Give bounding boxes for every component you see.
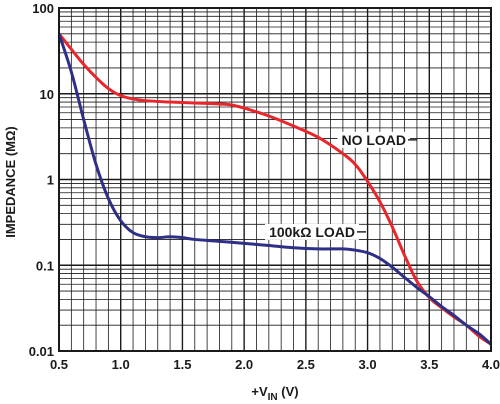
series-annotation: 100kΩ LOAD [265,223,366,240]
x-axis-label-sub: IN [268,392,278,403]
grid [59,8,491,351]
annotations: NO LOAD 100kΩ LOAD [265,131,418,240]
x-tick-label: 4.0 [482,357,500,372]
x-axis-label-main: +V [251,384,268,399]
y-tick-label: 1 [47,173,54,188]
x-axis-label-unit: (V) [278,384,299,399]
annotation-background [265,223,359,240]
x-tick-label: 1.5 [173,357,191,372]
series-line-no-load [59,32,491,346]
y-tick-label: 0.01 [29,344,54,359]
series-group [59,32,491,346]
x-axis-label: +VIN (V) [251,384,298,403]
y-tick-label: 0.1 [36,258,54,273]
plot-frame [58,7,492,352]
annotation-background [337,131,411,148]
tick-labels: 0.5 1.0 1.5 2.0 2.5 3.0 3.5 4.0 0.01 0.1 1 10 100 [29,1,500,372]
y-tick-label: 10 [40,87,54,102]
y-axis-label: IMPEDANCE (MΩ) [3,126,18,238]
x-tick-label: 3.0 [359,357,377,372]
x-tick-label: 3.5 [420,357,438,372]
x-tick-label: 2.5 [297,357,315,372]
x-tick-label: 0.5 [50,357,68,372]
series-line-100k-load [59,32,491,346]
series-annotation: NO LOAD [337,131,418,148]
100k-load-label: 100kΩ LOAD [269,224,355,240]
x-tick-label: 2.0 [235,357,253,372]
y-tick-label: 100 [32,1,54,16]
x-tick-label: 1.0 [112,357,130,372]
no-load-label: NO LOAD [341,132,406,148]
